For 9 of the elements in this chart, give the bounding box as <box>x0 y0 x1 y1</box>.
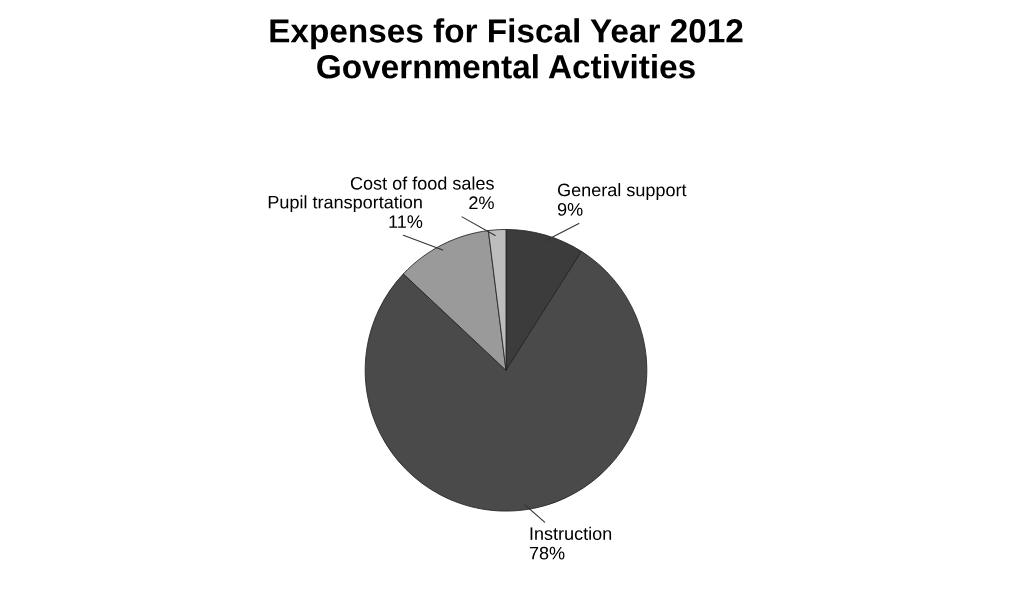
slice-label: Instruction <box>530 526 612 541</box>
slice-label: Cost of food sales <box>350 176 494 190</box>
slice-label: General support <box>557 183 687 200</box>
slice-label: Pupil transportation <box>268 195 422 213</box>
data-label: 9% <box>557 203 583 216</box>
chart-title: Expenses for Fiscal Year 2012 Governmental Activities <box>270 18 743 79</box>
data-label: 78% <box>529 546 565 560</box>
data-label: 11% <box>389 215 423 228</box>
data-label: 2% <box>469 196 494 210</box>
